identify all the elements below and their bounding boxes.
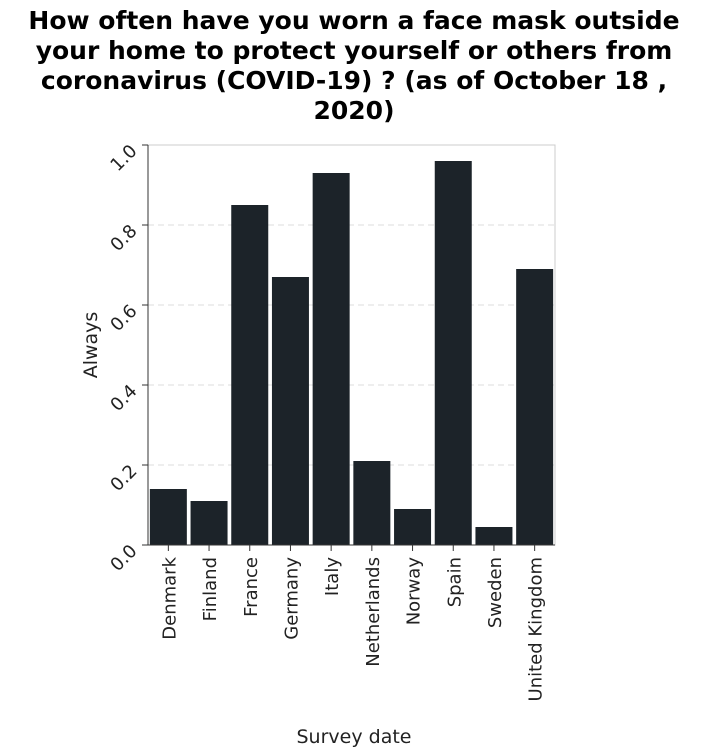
x-tick-label: Sweden xyxy=(485,557,506,628)
y-tick-label: 1.0 xyxy=(106,141,141,176)
y-axis-label: Always xyxy=(80,312,102,379)
x-tick-label: Spain xyxy=(444,557,465,607)
x-tick-label: Denmark xyxy=(159,556,180,639)
y-ticks: 0.0 0.2 0.4 0.6 0.8 1.0 xyxy=(106,141,148,576)
chart-title: How often have you worn a face mask outs… xyxy=(28,6,680,125)
y-tick-label: 0.2 xyxy=(106,461,141,496)
x-tick-label: Netherlands xyxy=(363,557,384,667)
bar-finland xyxy=(190,501,228,545)
y-tick-label: 0.8 xyxy=(106,221,141,256)
bar-united-kingdom xyxy=(516,269,554,545)
bar-spain xyxy=(434,161,472,545)
y-tick-label: 0.6 xyxy=(106,301,141,336)
bar-france xyxy=(231,205,269,545)
x-axis-label: Survey date xyxy=(297,726,412,748)
x-tick-label: Finland xyxy=(200,557,221,621)
bar-norway xyxy=(394,509,432,545)
y-tick-label: 0.0 xyxy=(106,541,141,576)
x-ticks: Denmark Finland France Germany Italy Netherla… xyxy=(159,545,547,701)
plot-frame xyxy=(147,144,556,546)
bar-denmark xyxy=(149,489,187,545)
x-tick-label: Norway xyxy=(404,557,425,626)
bar-germany xyxy=(271,277,309,545)
gridlines xyxy=(148,224,555,466)
x-tick-label: United Kingdom xyxy=(526,557,547,701)
x-tick-label: France xyxy=(241,557,262,617)
y-tick-label: 0.4 xyxy=(106,381,141,416)
bar-italy xyxy=(312,173,350,545)
bar-sweden xyxy=(475,527,513,545)
bar-netherlands xyxy=(353,461,391,545)
x-tick-label: Germany xyxy=(281,557,302,640)
x-tick-label: Italy xyxy=(322,557,343,596)
bars xyxy=(149,161,554,545)
